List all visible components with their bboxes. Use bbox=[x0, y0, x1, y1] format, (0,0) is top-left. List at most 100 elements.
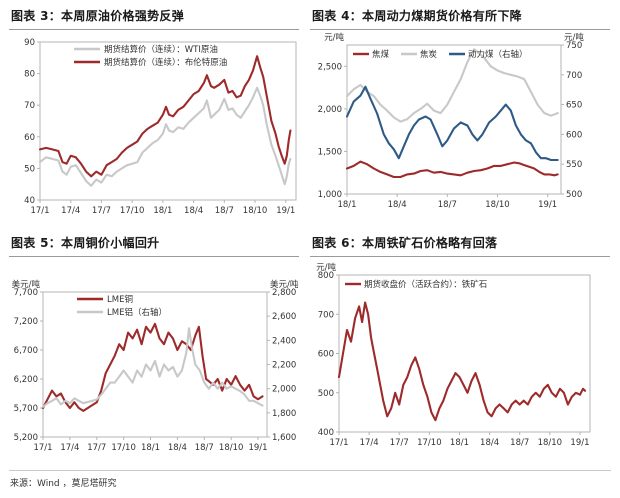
legend-label-0: 期货收盘价（活跃合约）：铁矿石 bbox=[364, 279, 487, 290]
legend-label-0: 期货结算价（连续）：WTI原油 bbox=[104, 44, 218, 55]
y-left-tick-label: 500 bbox=[318, 389, 334, 399]
y-left-tick-label: 7,200 bbox=[14, 317, 38, 327]
y-left-tick-label: 70 bbox=[24, 101, 35, 111]
chart-copper: 5,200 5,700 6,200 6,700 7,200 7,700 1,600 1,800… bbox=[12, 279, 299, 453]
y-left-tick-label: 6,200 bbox=[14, 375, 38, 385]
series-line-1 bbox=[345, 48, 559, 123]
y-left-tick-label: 5,700 bbox=[14, 404, 38, 414]
legend-label-1: 焦炭 bbox=[420, 49, 438, 60]
panel-title-copper: 图表 5：本周铜价小幅回升 bbox=[11, 236, 160, 250]
y-right-tick-label: 1,800 bbox=[272, 409, 296, 419]
x-tick-label: 18/4 bbox=[388, 200, 407, 210]
series-line-0 bbox=[41, 322, 264, 412]
series-line-1 bbox=[41, 327, 264, 408]
source-note: 来源：Wind ，莫尼塔研究 bbox=[10, 479, 117, 489]
y-left-tick-label: 2,000 bbox=[318, 105, 342, 115]
panel-title-iron: 图表 6：本周铁矿石价格略有回落 bbox=[312, 236, 498, 250]
x-tick-label: 18/1 bbox=[337, 200, 356, 210]
y-left-tick-label: 1,500 bbox=[318, 147, 342, 157]
y-right-tick-label: 2,800 bbox=[272, 288, 296, 298]
title-rule-iron bbox=[310, 256, 610, 257]
y-right-tick-label: 500 bbox=[566, 190, 582, 200]
y-right-tick-label: 2,400 bbox=[272, 336, 296, 346]
unit-left-label: 元/吨 bbox=[324, 32, 344, 43]
series-line-1 bbox=[38, 55, 292, 178]
series-line-0 bbox=[345, 160, 559, 179]
x-tick-label: 17/7 bbox=[390, 438, 409, 448]
title-rule-coal bbox=[310, 29, 610, 30]
y-left-tick-label: 40 bbox=[24, 196, 35, 206]
series-line-0 bbox=[38, 86, 292, 187]
unit-left-label: 元/吨 bbox=[316, 262, 336, 273]
x-tick-label: 18/1 bbox=[450, 438, 469, 448]
x-tick-label: 18/10 bbox=[538, 438, 563, 448]
panel-title-coal: 图表 4：本周动力煤期货价格有所下降 bbox=[312, 9, 522, 23]
plot-frame bbox=[346, 44, 562, 195]
legend-label-0: LME铜 bbox=[107, 294, 133, 305]
plot-frame bbox=[39, 41, 297, 201]
x-tick-label: 17/1 bbox=[30, 206, 49, 216]
y-left-tick-label: 800 bbox=[318, 271, 334, 281]
x-tick-label: 17/4 bbox=[360, 438, 379, 448]
series-line-0 bbox=[337, 301, 587, 422]
x-tick-label: 18/7 bbox=[215, 206, 234, 216]
legend-label-2: 动力煤（右轴） bbox=[468, 49, 528, 60]
chart-iron: 400 500 600 700 800 17/1 17/4 17/7 17/10 18/1 18/4… bbox=[316, 262, 591, 448]
x-tick-label: 18/7 bbox=[438, 200, 457, 210]
y-right-tick-label: 750 bbox=[566, 41, 582, 51]
y-left-tick-label: 60 bbox=[24, 133, 35, 143]
x-tick-label: 18/4 bbox=[184, 206, 203, 216]
y-left-tick-label: 50 bbox=[24, 164, 35, 174]
chart-oil: 40 50 60 70 80 90 17/1 17/4 17/7 17/10 18/1 18/4 18/… bbox=[24, 38, 297, 216]
y-left-tick-label: 400 bbox=[318, 428, 334, 438]
title-rule-oil bbox=[9, 29, 299, 30]
x-tick-label: 18/10 bbox=[243, 206, 268, 216]
x-tick-label: 19/1 bbox=[570, 438, 589, 448]
unit-left-label: 美元/吨 bbox=[12, 279, 41, 290]
y-left-tick-label: 700 bbox=[318, 310, 334, 320]
series-line-2 bbox=[345, 85, 559, 162]
title-rule-copper bbox=[9, 256, 299, 257]
x-tick-label: 18/4 bbox=[168, 443, 187, 453]
x-tick-label: 17/10 bbox=[417, 438, 442, 448]
x-tick-label: 17/10 bbox=[120, 206, 145, 216]
panel-title-oil: 图表 3：本周原油价格强势反弹 bbox=[11, 9, 185, 23]
y-right-tick-label: 1,600 bbox=[272, 433, 296, 443]
x-tick-label: 17/1 bbox=[33, 443, 52, 453]
x-tick-label: 17/4 bbox=[60, 443, 79, 453]
y-left-tick-label: 1,000 bbox=[318, 190, 342, 200]
y-right-tick-label: 650 bbox=[566, 101, 582, 111]
legend-label-1: 期货结算价（连续）：布伦特原油 bbox=[104, 57, 227, 68]
x-tick-label: 17/7 bbox=[87, 443, 106, 453]
footer-rule bbox=[9, 470, 611, 471]
x-tick-label: 18/7 bbox=[195, 443, 214, 453]
y-left-tick-label: 90 bbox=[24, 38, 35, 48]
x-tick-label: 17/7 bbox=[92, 206, 111, 216]
y-left-tick-label: 2,500 bbox=[318, 62, 342, 72]
y-left-tick-label: 80 bbox=[24, 70, 35, 80]
y-right-tick-label: 600 bbox=[566, 130, 582, 140]
x-tick-label: 18/1 bbox=[141, 443, 160, 453]
x-tick-label: 18/10 bbox=[485, 200, 510, 210]
x-tick-label: 18/7 bbox=[510, 438, 529, 448]
y-left-tick-label: 6,700 bbox=[14, 346, 38, 356]
y-right-tick-label: 2,000 bbox=[272, 385, 296, 395]
x-tick-label: 18/10 bbox=[219, 443, 244, 453]
x-tick-label: 17/10 bbox=[111, 443, 136, 453]
x-tick-label: 19/1 bbox=[276, 206, 295, 216]
y-left-tick-label: 5,200 bbox=[14, 433, 38, 443]
legend-label-0: 焦煤 bbox=[372, 49, 390, 60]
y-right-tick-label: 2,200 bbox=[272, 361, 296, 371]
x-tick-label: 19/1 bbox=[538, 200, 557, 210]
y-right-tick-label: 700 bbox=[566, 71, 582, 81]
x-tick-label: 18/1 bbox=[153, 206, 172, 216]
legend-label-1: LME铝（右轴） bbox=[107, 307, 167, 318]
y-right-tick-label: 2,600 bbox=[272, 312, 296, 322]
unit-right-label: 美元/吨 bbox=[270, 279, 299, 290]
y-left-tick-label: 7,700 bbox=[14, 288, 38, 298]
y-left-tick-label: 600 bbox=[318, 350, 334, 360]
y-right-tick-label: 550 bbox=[566, 160, 582, 170]
x-tick-label: 17/4 bbox=[61, 206, 80, 216]
chart-coal: 1,000 1,500 2,000 2,500 500 550 600 650 700 750 18… bbox=[318, 32, 585, 210]
